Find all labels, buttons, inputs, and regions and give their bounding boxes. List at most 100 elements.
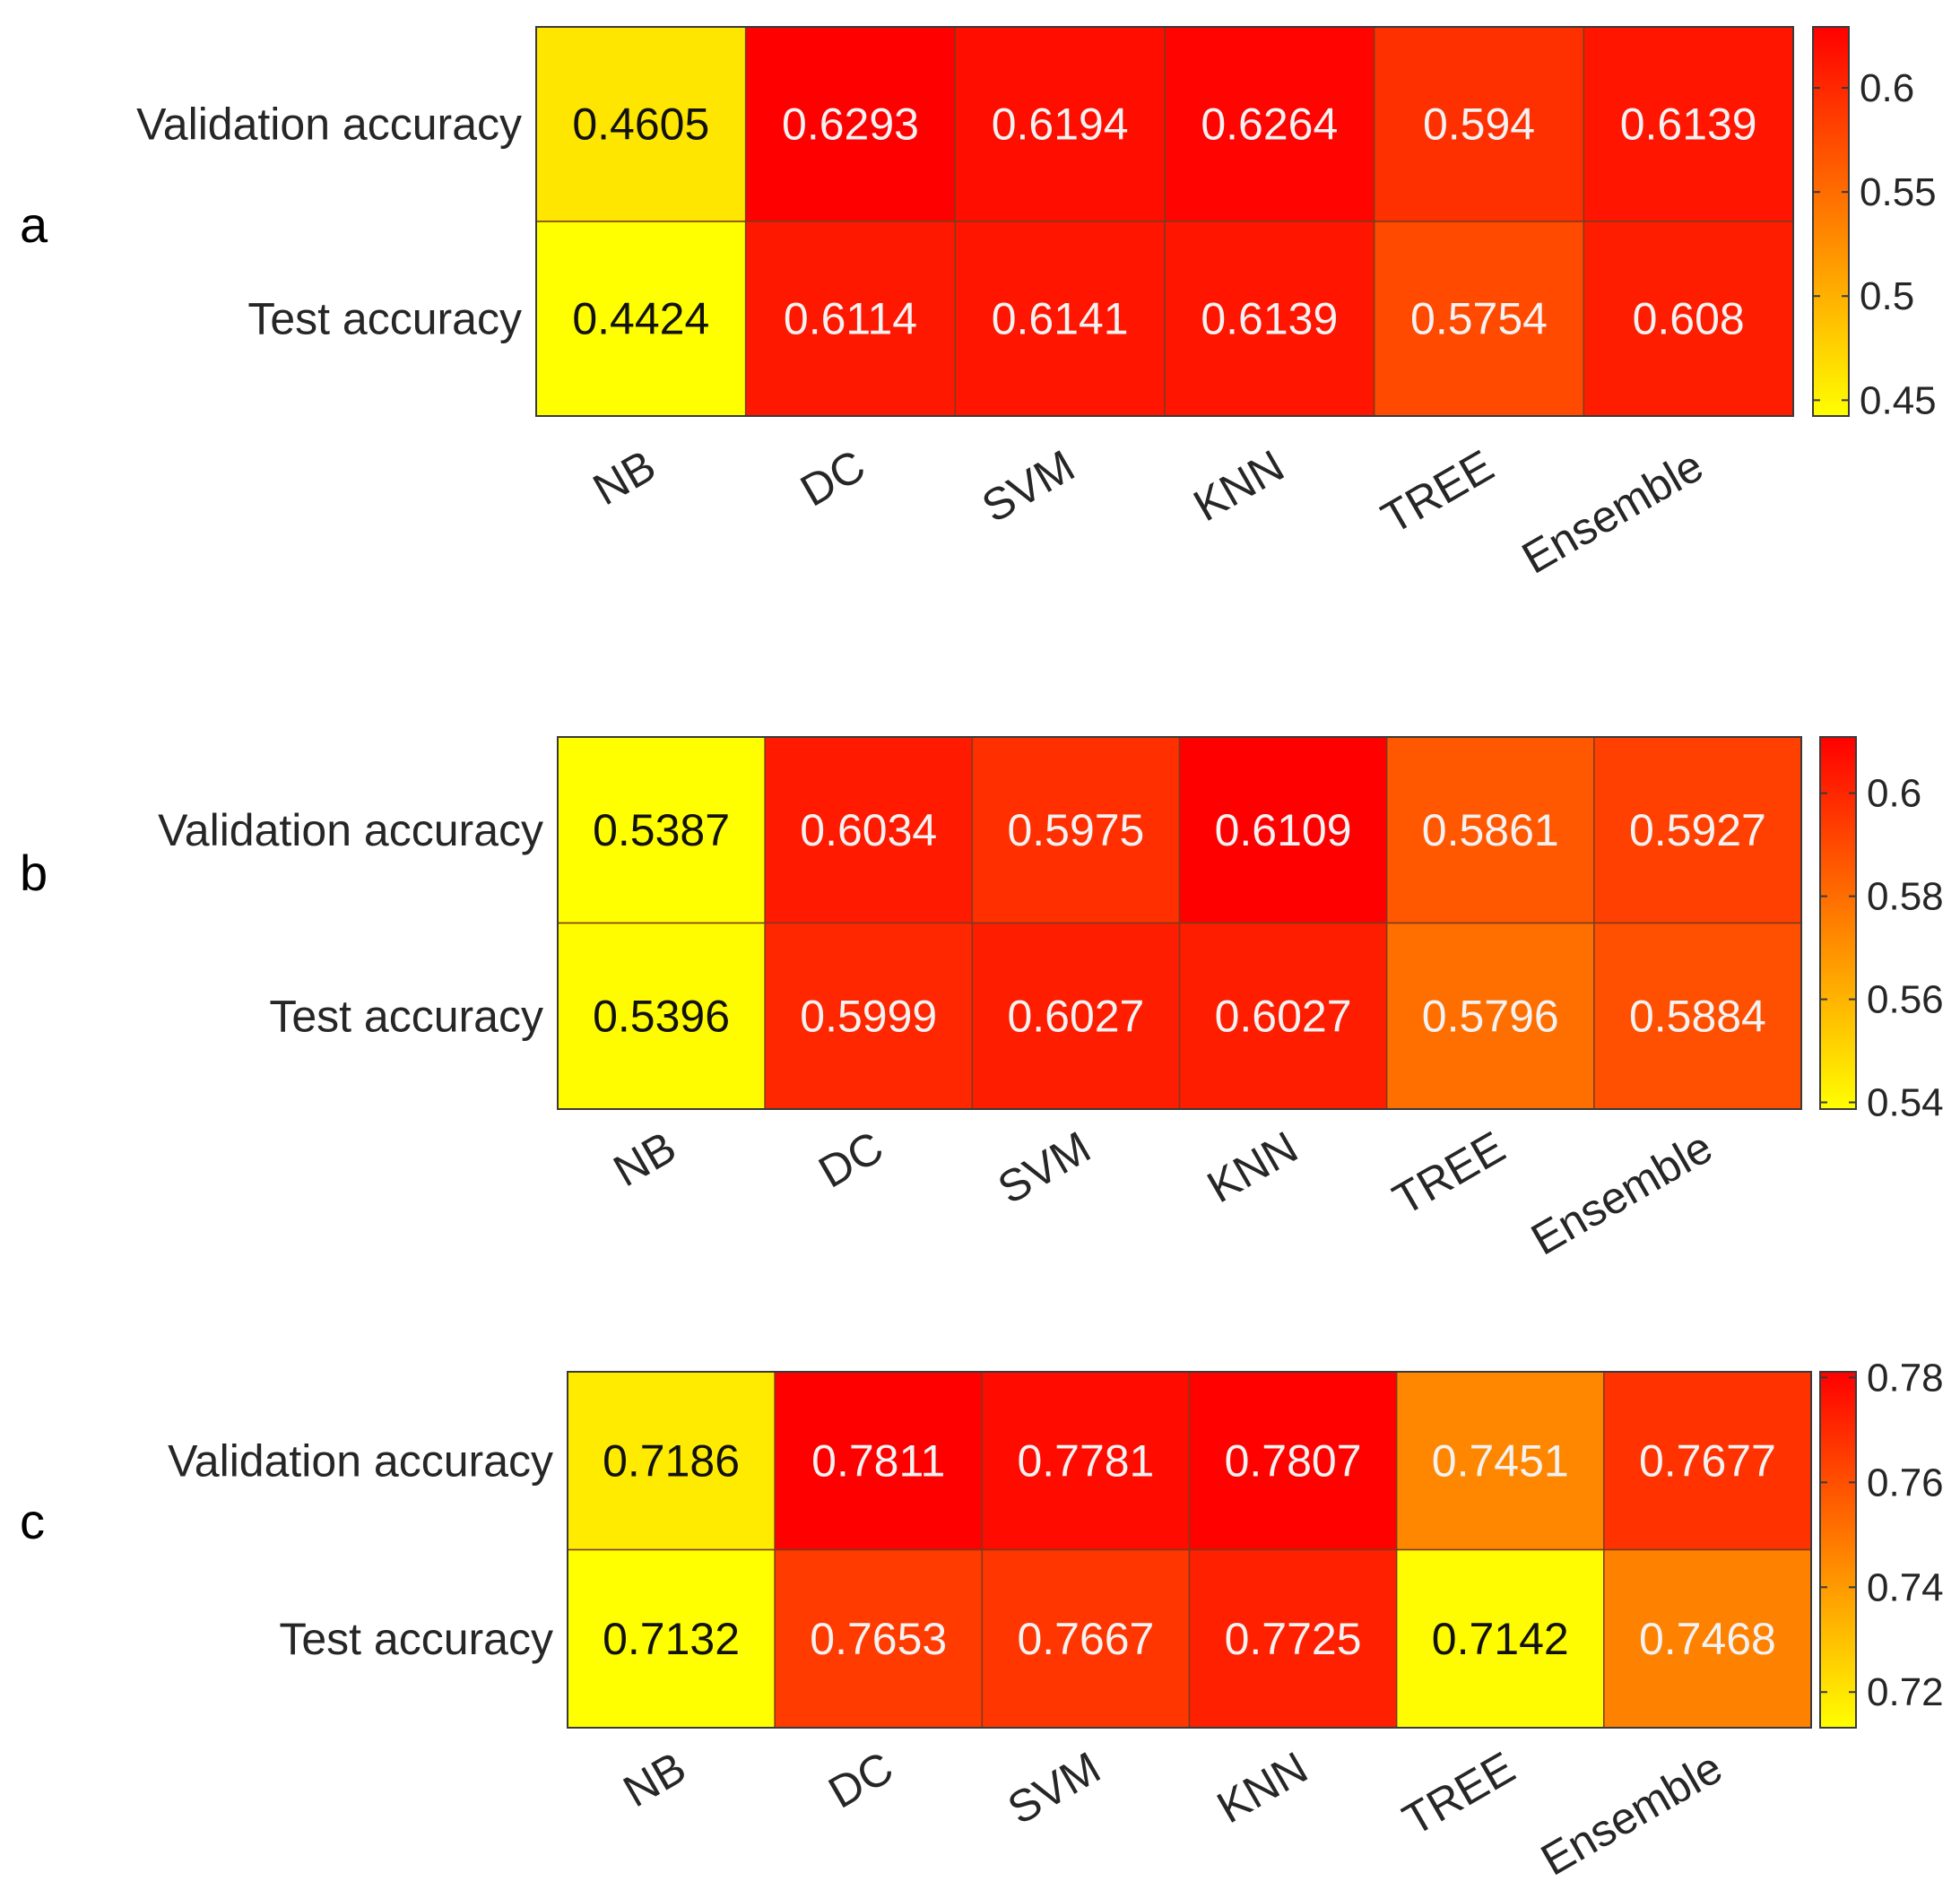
cell-value-label: 0.5396 <box>593 991 730 1041</box>
heatmap-border <box>557 736 1802 1110</box>
heatmap-cell <box>1385 736 1595 924</box>
cell-value-label: 0.5975 <box>1007 805 1144 855</box>
cell-value-label: 0.5387 <box>593 805 730 855</box>
heatmap-cell <box>971 736 1181 924</box>
panel-letter: c <box>20 1493 45 1549</box>
cell-value-label: 0.7653 <box>810 1614 947 1664</box>
colorbar-tick-label: 0.45 <box>1860 378 1937 422</box>
cell-value-label: 0.7781 <box>1017 1435 1154 1486</box>
row-label: Test accuracy <box>279 1614 553 1664</box>
cell-value-label: 0.6109 <box>1215 805 1352 855</box>
cell-value-label: 0.6139 <box>1201 294 1338 344</box>
heatmap-cell <box>557 736 766 924</box>
row-label: Validation accuracy <box>168 1435 553 1486</box>
heatmap-cell <box>567 1548 776 1729</box>
heatmap-cell <box>1603 1548 1812 1729</box>
cell-value-label: 0.7725 <box>1225 1614 1362 1664</box>
heatmap-cell <box>1385 922 1595 1110</box>
column-label: TREE <box>1394 1742 1522 1845</box>
cell-value-label: 0.6027 <box>1007 991 1144 1041</box>
heatmap-cell <box>557 922 766 1110</box>
column-label: Ensemble <box>1532 1742 1730 1886</box>
column-label: SVM <box>1000 1742 1109 1834</box>
colorbar <box>1819 736 1857 1110</box>
row-label: Validation accuracy <box>136 100 522 150</box>
heatmap-cell <box>971 922 1181 1110</box>
heatmap-cell <box>981 1548 1191 1729</box>
column-label: NB <box>615 1742 694 1816</box>
colorbar-tick-label: 0.78 <box>1867 1356 1944 1400</box>
cell-value-label: 0.6027 <box>1215 991 1352 1041</box>
heatmap-cell <box>1395 1548 1605 1729</box>
cell-value-label: 0.7132 <box>603 1614 740 1664</box>
colorbar-tick-label: 0.5 <box>1860 274 1914 318</box>
cell-value-label: 0.6114 <box>784 294 917 344</box>
row-label: Validation accuracy <box>158 805 543 855</box>
heatmap-cell <box>567 1371 776 1551</box>
cell-value-label: 0.608 <box>1633 294 1745 344</box>
heatmap-border <box>567 1371 1812 1729</box>
cell-value-label: 0.5927 <box>1629 805 1766 855</box>
cell-value-label: 0.6034 <box>800 805 937 855</box>
heatmap-cell <box>981 1371 1191 1551</box>
heatmap-cell <box>1188 1548 1398 1729</box>
cell-value-label: 0.6264 <box>1201 100 1338 150</box>
column-label: DC <box>820 1742 902 1818</box>
column-label: Ensemble <box>1522 1122 1721 1265</box>
colorbar <box>1812 26 1850 417</box>
heatmap-cell <box>535 221 747 417</box>
cell-value-label: 0.7142 <box>1432 1614 1569 1664</box>
heatmap-cell <box>1178 922 1388 1110</box>
cell-value-label: 0.6139 <box>1620 100 1757 150</box>
colorbar-tick-label: 0.74 <box>1867 1565 1944 1609</box>
cell-value-label: 0.594 <box>1423 100 1535 150</box>
heatmap-cell <box>774 1371 984 1551</box>
cell-value-label: 0.7677 <box>1639 1435 1776 1486</box>
column-label: SVM <box>990 1122 1099 1214</box>
heatmap-cell <box>535 26 747 222</box>
cell-value-label: 0.5754 <box>1410 294 1548 344</box>
heatmap-cell <box>744 26 957 222</box>
cell-value-label: 0.5861 <box>1422 805 1559 855</box>
cell-value-label: 0.4424 <box>572 294 709 344</box>
column-label: KNN <box>1209 1742 1315 1833</box>
colorbar-tick-label: 0.76 <box>1867 1461 1944 1504</box>
column-label: NB <box>605 1122 684 1196</box>
colorbar-tick-label: 0.58 <box>1867 875 1944 919</box>
heatmap-cell <box>1593 736 1802 924</box>
heatmap-cell <box>764 922 974 1110</box>
panel-letter: a <box>20 196 48 253</box>
column-label: DC <box>811 1122 892 1198</box>
colorbar-tick-label: 0.56 <box>1867 978 1944 1022</box>
heatmap-cell <box>1583 26 1794 222</box>
cell-value-label: 0.6194 <box>992 100 1129 150</box>
column-label: TREE <box>1384 1122 1513 1225</box>
heatmap-cell <box>1603 1371 1812 1551</box>
heatmap-cell <box>1593 922 1802 1110</box>
column-label: KNN <box>1185 440 1292 531</box>
cell-value-label: 0.4605 <box>572 100 709 150</box>
heatmap-cell <box>1178 736 1388 924</box>
cell-value-label: 0.7186 <box>603 1435 740 1486</box>
colorbar-tick-label: 0.55 <box>1860 170 1937 214</box>
colorbar-tick-label: 0.6 <box>1860 66 1914 110</box>
column-label: NB <box>585 440 663 515</box>
cell-value-label: 0.7811 <box>811 1435 945 1486</box>
panel-letter: b <box>20 845 48 901</box>
cell-value-label: 0.7807 <box>1225 1435 1362 1486</box>
column-label: KNN <box>1199 1122 1305 1212</box>
colorbar-tick-label: 0.72 <box>1867 1670 1944 1714</box>
column-label: Ensemble <box>1513 440 1712 584</box>
heatmap-border <box>535 26 1794 417</box>
heatmap-cell <box>1583 221 1794 417</box>
cell-value-label: 0.5796 <box>1422 991 1559 1041</box>
colorbar-tick-label: 0.54 <box>1867 1081 1944 1125</box>
heatmap-cell <box>1164 221 1375 417</box>
row-label: Test accuracy <box>269 991 543 1041</box>
colorbar <box>1819 1371 1857 1729</box>
cell-value-label: 0.6293 <box>782 100 919 150</box>
column-label: DC <box>792 440 873 516</box>
cell-value-label: 0.7667 <box>1017 1614 1154 1664</box>
cell-value-label: 0.7468 <box>1639 1614 1776 1664</box>
cell-value-label: 0.5884 <box>1629 991 1766 1041</box>
